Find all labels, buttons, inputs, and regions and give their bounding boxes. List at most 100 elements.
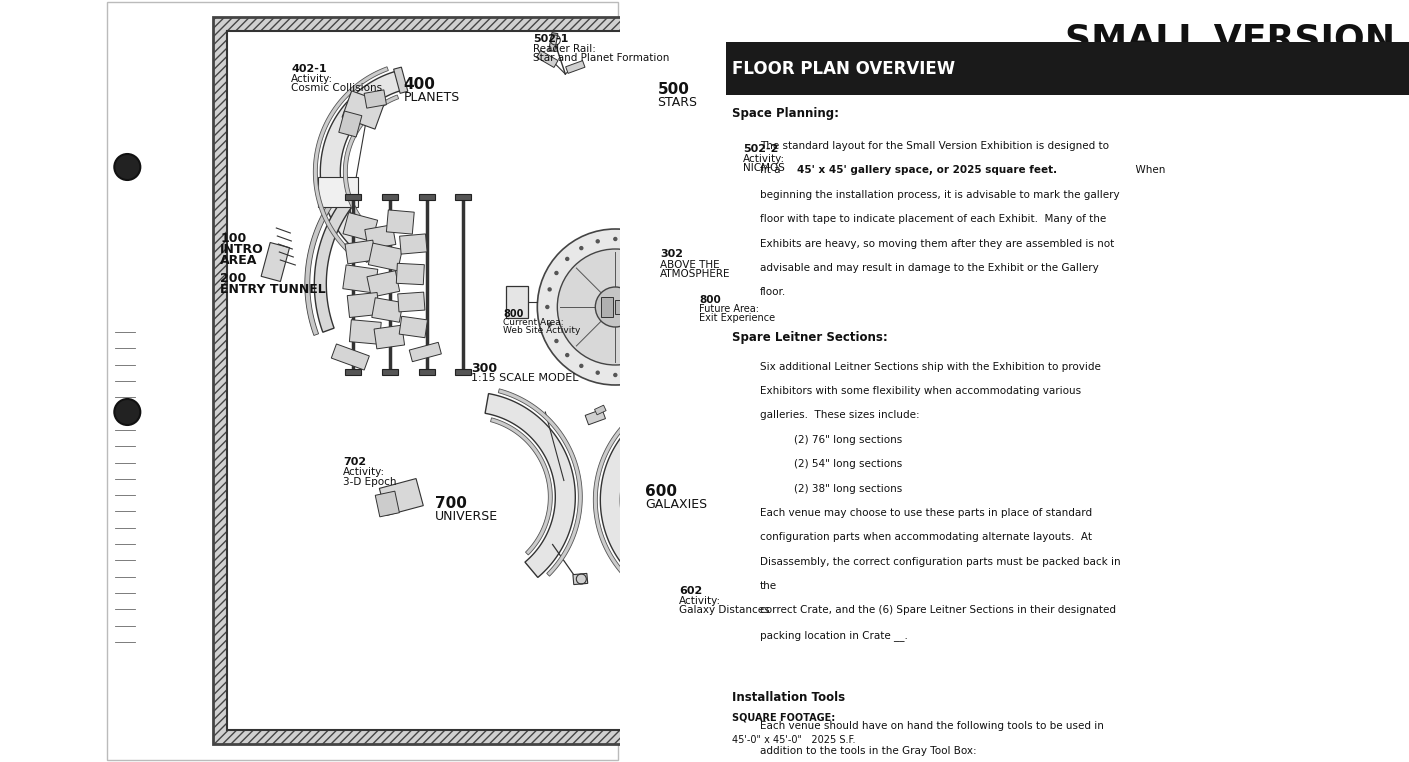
Text: 45' x 45' gallery space, or 2025 square feet.: 45' x 45' gallery space, or 2025 square … <box>797 165 1058 175</box>
Polygon shape <box>349 320 382 344</box>
Text: Activity:: Activity: <box>292 74 334 84</box>
Circle shape <box>672 271 676 274</box>
Text: 100: 100 <box>220 232 247 245</box>
Text: INTRO: INTRO <box>220 243 263 256</box>
Text: configuration parts when accommodating alternate layouts.  At: configuration parts when accommodating a… <box>759 533 1092 543</box>
Polygon shape <box>420 194 435 200</box>
Polygon shape <box>738 138 788 187</box>
Polygon shape <box>318 177 358 207</box>
Polygon shape <box>368 243 403 271</box>
Polygon shape <box>737 162 769 192</box>
Bar <box>699 281 748 329</box>
Polygon shape <box>393 67 407 94</box>
Text: 3-D Epoch: 3-D Epoch <box>344 477 397 487</box>
Circle shape <box>614 373 617 376</box>
Circle shape <box>558 249 674 365</box>
Text: ENTRY TUNNEL: ENTRY TUNNEL <box>220 283 325 296</box>
Polygon shape <box>338 111 362 137</box>
Text: 302: 302 <box>661 249 683 259</box>
Text: FLOOR PLAN OVERVIEW: FLOOR PLAN OVERVIEW <box>733 59 955 78</box>
Circle shape <box>614 238 617 241</box>
Text: ABOVE THE: ABOVE THE <box>661 260 720 270</box>
Circle shape <box>548 323 551 326</box>
Polygon shape <box>382 369 399 375</box>
Polygon shape <box>400 234 427 254</box>
Polygon shape <box>320 71 403 258</box>
Polygon shape <box>455 369 472 375</box>
Text: 502-2: 502-2 <box>744 144 779 154</box>
Polygon shape <box>678 586 726 628</box>
Text: correct Crate, and the (6) Spare Leitner Sections in their designated: correct Crate, and the (6) Spare Leitner… <box>759 606 1116 616</box>
Text: 602: 602 <box>679 586 703 596</box>
Polygon shape <box>345 194 361 200</box>
Polygon shape <box>593 392 678 586</box>
Text: SMALL VERSION: SMALL VERSION <box>1065 23 1395 57</box>
Text: Activity:: Activity: <box>744 154 785 164</box>
Text: 800: 800 <box>699 295 721 305</box>
Text: Star and Planet Formation: Star and Planet Formation <box>534 53 669 63</box>
Text: galleries.  These sizes include:: galleries. These sizes include: <box>759 411 920 421</box>
Circle shape <box>566 258 569 261</box>
Polygon shape <box>602 297 613 317</box>
Polygon shape <box>420 369 435 375</box>
Polygon shape <box>499 389 582 576</box>
Text: Galaxy Distances: Galaxy Distances <box>679 605 769 615</box>
Polygon shape <box>347 293 379 318</box>
Text: Six additional Leitner Sections ship with the Exhibition to provide: Six additional Leitner Sections ship wit… <box>759 362 1100 372</box>
Circle shape <box>662 258 665 261</box>
Polygon shape <box>565 61 585 73</box>
Polygon shape <box>261 242 289 281</box>
Polygon shape <box>331 344 369 370</box>
Circle shape <box>114 399 141 425</box>
Polygon shape <box>397 292 426 312</box>
Text: Cosmic Collisions: Cosmic Collisions <box>292 83 382 93</box>
Text: Web Site Activity: Web Site Activity <box>503 326 581 335</box>
Text: advisable and may result in damage to the Exhibit or the Gallery: advisable and may result in damage to th… <box>759 263 1099 273</box>
Circle shape <box>545 306 550 309</box>
Text: STARS: STARS <box>658 96 697 109</box>
Polygon shape <box>595 405 606 415</box>
Text: Activity:: Activity: <box>344 467 386 477</box>
Polygon shape <box>616 300 626 314</box>
Circle shape <box>555 271 558 274</box>
Text: 502-1: 502-1 <box>534 34 569 44</box>
Text: floor.: floor. <box>759 287 786 297</box>
Circle shape <box>662 354 665 357</box>
Circle shape <box>114 154 141 180</box>
Text: 1:15 SCALE MODEL: 1:15 SCALE MODEL <box>472 373 579 383</box>
Text: PLANETS: PLANETS <box>403 91 459 104</box>
Text: beginning the installation process, it is advisable to mark the gallery: beginning the installation process, it i… <box>759 190 1119 200</box>
Polygon shape <box>409 342 441 362</box>
Polygon shape <box>548 33 558 51</box>
Polygon shape <box>727 78 744 104</box>
Polygon shape <box>379 479 423 515</box>
Text: (2) 76" long sections: (2) 76" long sections <box>795 435 902 445</box>
Text: 702: 702 <box>344 457 366 467</box>
Polygon shape <box>672 601 699 627</box>
Polygon shape <box>485 394 575 578</box>
Text: Space Planning:: Space Planning: <box>733 107 840 120</box>
Circle shape <box>537 229 693 385</box>
Text: 500: 500 <box>658 82 689 97</box>
Circle shape <box>581 364 583 367</box>
Text: The standard layout for the Small Version Exhibition is designed to: The standard layout for the Small Versio… <box>759 141 1109 151</box>
Text: 800: 800 <box>503 309 524 319</box>
Text: Exhibitors with some flexibility when accommodating various: Exhibitors with some flexibility when ac… <box>759 386 1081 396</box>
Polygon shape <box>372 298 403 322</box>
Circle shape <box>555 340 558 342</box>
Polygon shape <box>344 95 399 235</box>
Polygon shape <box>373 325 404 349</box>
Text: Spare Leitner Sections:: Spare Leitner Sections: <box>733 331 888 344</box>
Bar <box>702 305 721 325</box>
Text: floor with tape to indicate placement of each Exhibit.  Many of the: floor with tape to indicate placement of… <box>759 214 1106 224</box>
Polygon shape <box>537 50 558 68</box>
Text: (2) 38" long sections: (2) 38" long sections <box>795 484 902 494</box>
Polygon shape <box>623 421 685 563</box>
Polygon shape <box>386 210 414 234</box>
Text: Future Area:: Future Area: <box>699 304 759 314</box>
Circle shape <box>648 364 651 367</box>
Polygon shape <box>585 409 606 424</box>
Text: Current Area:: Current Area: <box>503 318 564 327</box>
Circle shape <box>679 288 682 291</box>
Polygon shape <box>361 237 382 262</box>
